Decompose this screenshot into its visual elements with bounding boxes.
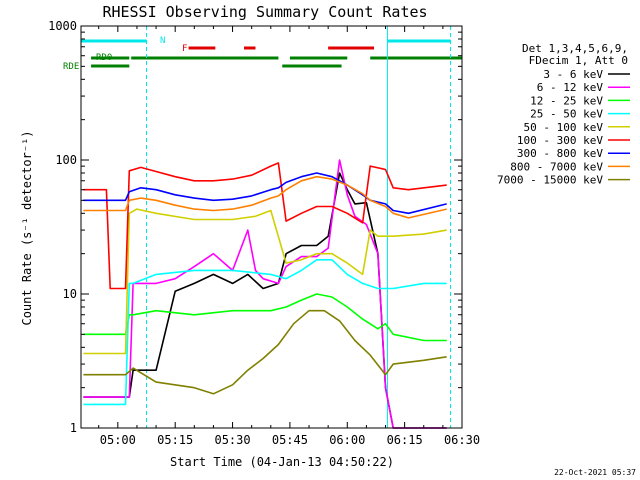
legend-entry-3: 25 - 50 keV — [530, 108, 603, 121]
y-tick-label-2: 100 — [55, 153, 77, 167]
y-axis-label: Count Rate (s⁻¹ detector⁻¹) — [20, 130, 34, 325]
series-line-1 — [83, 159, 447, 429]
flag-label-rd0: RD0 — [96, 53, 112, 63]
x-tick-label-3: 05:45 — [272, 433, 308, 447]
chart-title: RHESSI Observing Summary Count Rates — [102, 3, 427, 21]
series-line-4 — [83, 208, 447, 355]
legend-header-line-1: Det 1,3,4,5,6,9, — [522, 42, 628, 55]
x-tick-label-2: 05:30 — [214, 433, 250, 447]
series-line-3 — [83, 258, 447, 406]
x-tick-label-0: 05:00 — [100, 433, 136, 447]
y-axis-ticks: 1 10 100 1000 — [48, 19, 462, 435]
plot-frame — [80, 25, 463, 429]
night-markers — [80, 26, 452, 428]
series-line-7 — [83, 175, 447, 219]
series-line-8 — [83, 309, 447, 395]
flag-label-n: N — [160, 36, 165, 46]
x-tick-label-6: 06:30 — [444, 433, 480, 447]
x-tick-label-1: 05:15 — [157, 433, 193, 447]
series-line-6 — [83, 172, 447, 215]
legend-entry-4: 50 - 100 keV — [524, 121, 604, 134]
legend-entry-5: 100 - 300 keV — [517, 134, 603, 147]
series-line-0 — [83, 172, 447, 429]
y-tick-label-0: 1 — [70, 421, 77, 435]
flag-bars: N F RD0 RDE — [63, 36, 462, 72]
legend-entry-6: 300 - 800 keV — [517, 147, 603, 160]
footer-date: 22-Oct-2021 05:37 — [554, 468, 636, 477]
legend-entry-8: 7000 - 15000 keV — [497, 174, 603, 187]
legend-entry-7: 800 - 7000 keV — [510, 160, 603, 173]
y-tick-label-3: 1000 — [48, 19, 77, 33]
legend-entry-1: 6 - 12 keV — [537, 81, 604, 94]
legend-entry-2: 12 - 25 keV — [530, 94, 603, 107]
flag-label-f: F — [182, 44, 187, 54]
flag-label-rde: RDE — [63, 62, 79, 72]
series-line-5 — [83, 162, 447, 290]
series-line-2 — [83, 293, 447, 342]
x-axis-label: Start Time (04-Jan-13 04:50:22) — [170, 455, 394, 469]
series-lines — [83, 159, 447, 429]
x-axis-ticks: 05:00 05:15 05:30 05:45 06:00 06:15 06:30 — [98, 26, 480, 447]
legend-entry-0: 3 - 6 keV — [543, 68, 603, 81]
legend: Det 1,3,4,5,6,9, FDecim 1, Att 0 3 - 6 k… — [497, 42, 630, 187]
y-tick-label-1: 10 — [63, 287, 77, 301]
x-tick-label-5: 06:15 — [387, 433, 423, 447]
x-tick-label-4: 06:00 — [329, 433, 365, 447]
legend-header-line-2: FDecim 1, Att 0 — [529, 54, 628, 67]
